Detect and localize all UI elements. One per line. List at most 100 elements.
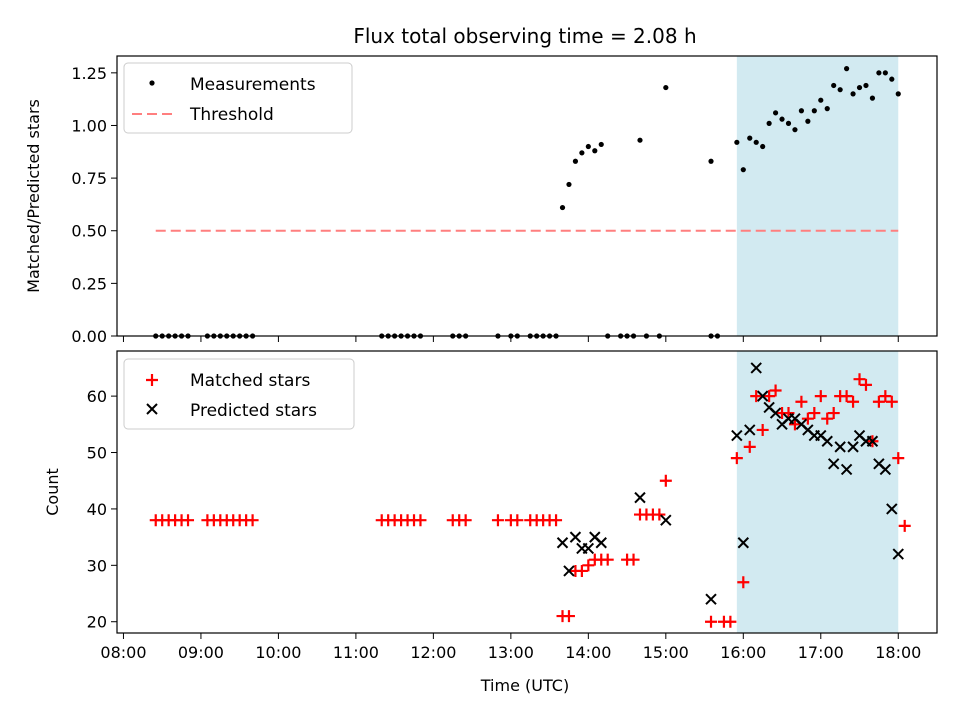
measurement-point — [863, 82, 869, 89]
matched-star-point — [582, 559, 595, 572]
measurement-point — [598, 141, 604, 148]
matched-star-point — [763, 390, 776, 403]
measurement-point — [592, 148, 598, 154]
matched-star-point — [550, 514, 563, 527]
measurement-point — [566, 181, 572, 188]
predicted-star-point — [847, 441, 859, 453]
legend-measurements-label: Measurements — [190, 75, 316, 95]
matched-star-point — [879, 390, 892, 403]
predicted-star-point — [582, 542, 595, 555]
predicted-star-point — [750, 362, 762, 374]
measurement-point — [869, 95, 876, 101]
y-tick-label: 60 — [87, 387, 107, 406]
predicted-star-point — [660, 514, 672, 526]
matched-star-point — [730, 452, 743, 465]
legend-matched-label: Matched stars — [190, 371, 310, 391]
x-tick-label: 17:00 — [798, 643, 844, 662]
predicted-star-point — [563, 565, 575, 577]
x-tick-label: 13:00 — [488, 643, 534, 662]
matched-star-point — [511, 514, 524, 527]
top-highlight-span — [736, 56, 899, 336]
matched-star-point — [562, 610, 575, 623]
measurement-point — [747, 135, 753, 141]
predicted-star-point — [634, 491, 646, 504]
x-tick-label: 14:00 — [565, 643, 611, 662]
matched-star-point — [788, 418, 801, 431]
measurement-point — [889, 76, 895, 82]
legend-threshold-label: Threshold — [189, 105, 274, 125]
measurement-point — [818, 97, 824, 103]
matched-star-point — [491, 514, 504, 527]
measurement-point — [824, 106, 830, 112]
measurement-point — [663, 84, 669, 91]
top-y-axis-label: Matched/Predicted stars — [24, 99, 43, 293]
y-tick-label: 1.25 — [71, 64, 107, 83]
matched-star-point — [459, 514, 472, 527]
top-panel: 0.00 0.25 0.50 0.75 1.00 1.25 Matched/Predict… — [24, 55, 938, 346]
bottom-y-axis-label: Count — [43, 468, 62, 516]
matched-star-point — [795, 395, 808, 408]
predicted-star-point — [866, 435, 879, 447]
legend-predicted-label: Predicted stars — [190, 401, 317, 421]
predicted-star-point — [595, 537, 607, 549]
top-y-ticks: 0.00 0.25 0.50 0.75 1.00 1.25 — [71, 64, 117, 346]
x-tick-label: 15:00 — [643, 643, 689, 662]
measurement-point — [734, 139, 740, 145]
measurement-point — [876, 70, 882, 76]
predicted-star-point — [879, 463, 892, 476]
matched-star-point — [653, 508, 666, 521]
matched-star-point — [821, 412, 834, 425]
measurement-point — [740, 167, 746, 173]
matched-star-point — [814, 390, 827, 403]
x-tick-label: 16:00 — [720, 643, 766, 662]
measurement-point — [760, 143, 766, 150]
measurement-point — [708, 158, 714, 164]
bottom-y-ticks: 20 30 40 50 60 — [87, 387, 117, 632]
predicted-star-point — [834, 441, 846, 453]
matched-star-point — [659, 474, 672, 487]
predicted-star-point — [827, 458, 840, 470]
measurement-point — [637, 137, 643, 143]
y-tick-label: 0.50 — [71, 222, 107, 241]
matched-star-point — [872, 395, 885, 408]
predicted-star-point — [556, 537, 569, 549]
predicted-star-point — [744, 424, 756, 436]
predicted-star-point — [737, 537, 750, 549]
measurements-points — [153, 66, 901, 339]
measurement-point — [856, 84, 863, 91]
predicted-star-point — [731, 429, 743, 442]
chart-title: Flux total observing time = 2.08 h — [353, 24, 696, 48]
matched-star-point — [892, 452, 905, 465]
x-tick-label: 12:00 — [410, 643, 456, 662]
matched-star-point — [601, 553, 614, 566]
predicted-star-point — [756, 390, 769, 402]
measurement-point — [837, 87, 843, 93]
top-x-ticks — [122, 336, 899, 342]
y-tick-label: 1.00 — [71, 116, 107, 135]
matched-star-point — [414, 514, 427, 527]
measurement-point — [844, 66, 850, 72]
predicted-star-point — [569, 531, 582, 543]
matched-star-point — [756, 423, 769, 436]
matched-stars-points — [149, 373, 911, 628]
legend-predicted-marker — [146, 403, 158, 415]
matched-star-point — [847, 395, 860, 408]
matched-star-point — [575, 564, 588, 577]
x-tick-label: 10:00 — [255, 643, 301, 662]
matched-star-point — [853, 373, 866, 386]
measurement-point — [579, 150, 585, 156]
y-tick-label: 20 — [87, 613, 107, 632]
matched-star-point — [743, 440, 756, 453]
matched-star-point — [724, 615, 737, 628]
x-axis-label: Time (UTC) — [480, 676, 569, 695]
measurement-point — [831, 82, 837, 89]
measurement-point — [805, 118, 811, 124]
y-tick-label: 0.25 — [71, 274, 107, 293]
x-tick-label: 08:00 — [100, 643, 146, 662]
y-tick-label: 30 — [87, 556, 107, 575]
predicted-star-point — [840, 463, 853, 476]
matched-star-point — [246, 514, 259, 527]
bottom-panel: 20 30 40 50 60 08:00 09:00 10:00 11:00 12:00 13:0… — [43, 350, 938, 695]
measurement-point — [811, 108, 817, 114]
